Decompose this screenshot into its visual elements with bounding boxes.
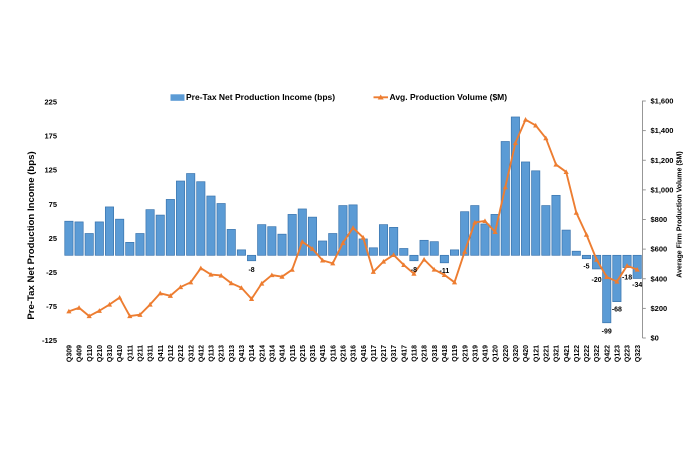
svg-text:Q115: Q115	[290, 345, 297, 362]
svg-text:Q113: Q113	[209, 345, 216, 362]
svg-text:225: 225	[44, 98, 57, 107]
svg-text:Q110: Q110	[87, 345, 94, 362]
svg-text:Average Firm Production Volume: Average Firm Production Volume ($M)	[677, 151, 684, 277]
svg-text:Q218: Q218	[422, 345, 429, 362]
svg-text:Q215: Q215	[300, 345, 307, 362]
svg-text:Q421: Q421	[564, 345, 571, 362]
svg-text:Q412: Q412	[198, 345, 205, 362]
svg-text:Q120: Q120	[493, 345, 500, 362]
svg-text:$1,200: $1,200	[651, 156, 674, 165]
svg-text:Q111: Q111	[127, 345, 134, 361]
svg-text:Q409: Q409	[77, 345, 84, 362]
svg-text:Q117: Q117	[371, 345, 378, 362]
svg-text:Q411: Q411	[158, 345, 165, 362]
svg-text:Q213: Q213	[219, 345, 226, 362]
svg-text:75: 75	[49, 200, 57, 209]
svg-text:Q318: Q318	[432, 345, 439, 362]
svg-text:-8: -8	[248, 267, 254, 274]
svg-text:-99: -99	[602, 329, 612, 336]
svg-text:Q310: Q310	[107, 345, 114, 362]
svg-text:Q309: Q309	[67, 345, 74, 362]
svg-text:Q413: Q413	[239, 345, 246, 362]
svg-text:Q211: Q211	[138, 345, 145, 362]
svg-text:Q313: Q313	[229, 345, 236, 362]
svg-text:$1,600: $1,600	[651, 97, 674, 106]
svg-text:Q214: Q214	[259, 345, 266, 362]
svg-text:Q323: Q323	[635, 345, 642, 362]
svg-text:$200: $200	[651, 304, 668, 313]
svg-text:Q123: Q123	[614, 345, 621, 362]
svg-text:Q222: Q222	[584, 345, 591, 362]
svg-text:$400: $400	[651, 274, 668, 283]
svg-text:-11: -11	[440, 268, 450, 275]
svg-text:$800: $800	[651, 215, 668, 224]
svg-text:-34: -34	[632, 282, 642, 289]
svg-text:Q210: Q210	[97, 345, 104, 362]
svg-text:-20: -20	[592, 277, 602, 284]
svg-text:-125: -125	[42, 336, 57, 345]
svg-text:Q418: Q418	[442, 345, 449, 362]
svg-text:Q217: Q217	[381, 345, 388, 362]
svg-text:Q319: Q319	[472, 345, 479, 362]
svg-text:$0: $0	[651, 334, 659, 343]
svg-text:Q414: Q414	[280, 345, 287, 362]
svg-text:Q422: Q422	[604, 345, 611, 362]
svg-text:Q116: Q116	[330, 345, 337, 362]
svg-text:Avg. Production Volume ($M): Avg. Production Volume ($M)	[390, 92, 508, 102]
svg-text:Q223: Q223	[625, 345, 632, 362]
svg-text:Q322: Q322	[594, 345, 601, 362]
svg-text:Q410: Q410	[117, 345, 124, 362]
svg-text:-5: -5	[583, 263, 589, 270]
svg-text:Q112: Q112	[168, 345, 175, 362]
svg-text:$600: $600	[651, 245, 668, 254]
svg-text:Q221: Q221	[543, 345, 550, 362]
svg-text:-18: -18	[622, 274, 632, 281]
svg-text:$1,000: $1,000	[651, 185, 674, 194]
svg-text:125: 125	[44, 166, 57, 175]
svg-text:25: 25	[49, 234, 57, 243]
svg-text:-75: -75	[46, 302, 57, 311]
svg-text:Q315: Q315	[310, 345, 317, 362]
svg-text:-68: -68	[612, 307, 622, 314]
svg-text:Pre-Tax Net Production Income: Pre-Tax Net Production Income (bps)	[186, 92, 335, 102]
svg-text:Q321: Q321	[554, 345, 561, 362]
svg-text:Q118: Q118	[412, 345, 419, 362]
svg-text:Pre-Tax Net Production Income: Pre-Tax Net Production Income (bps)	[26, 151, 37, 319]
svg-text:Q219: Q219	[462, 345, 469, 362]
svg-text:175: 175	[44, 132, 57, 141]
svg-text:Q121: Q121	[533, 345, 540, 362]
svg-text:Q420: Q420	[523, 345, 530, 362]
svg-text:Q415: Q415	[320, 345, 327, 362]
svg-text:Q417: Q417	[401, 345, 408, 362]
svg-text:Q320: Q320	[513, 345, 520, 362]
svg-text:Q114: Q114	[249, 345, 256, 362]
svg-text:Q311: Q311	[148, 345, 155, 362]
svg-text:-8: -8	[411, 267, 417, 274]
svg-text:$1,400: $1,400	[651, 126, 674, 135]
svg-text:Q122: Q122	[574, 345, 581, 362]
svg-text:Q312: Q312	[188, 345, 195, 362]
svg-text:Q316: Q316	[351, 345, 358, 362]
svg-text:Q216: Q216	[341, 345, 348, 362]
svg-text:Q220: Q220	[503, 345, 510, 362]
svg-text:Q419: Q419	[483, 345, 490, 362]
svg-text:Q119: Q119	[452, 345, 459, 362]
svg-text:Q212: Q212	[178, 345, 185, 362]
svg-text:-25: -25	[46, 268, 57, 277]
svg-text:Q317: Q317	[391, 345, 398, 362]
svg-text:Q416: Q416	[361, 345, 368, 362]
svg-text:Q314: Q314	[269, 345, 276, 362]
